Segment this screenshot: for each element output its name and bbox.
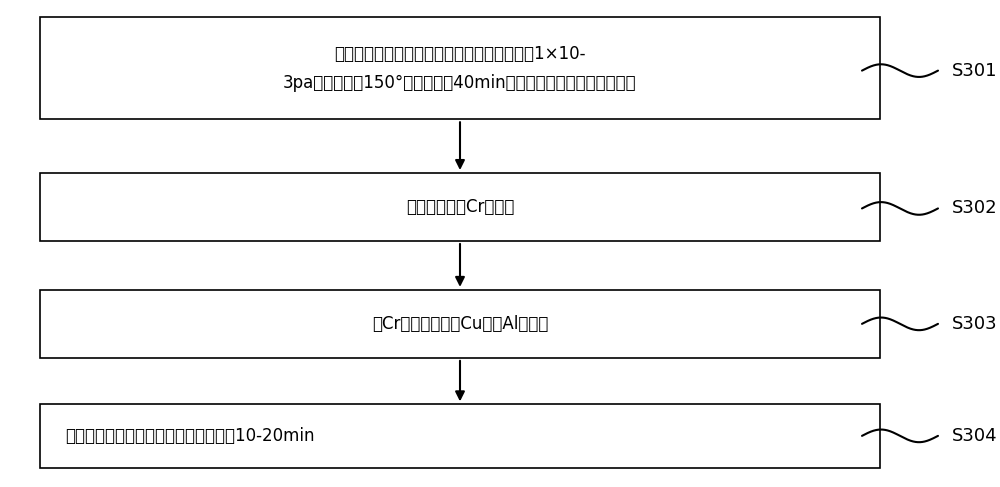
Text: 在基底上沉积Cr粘接层: 在基底上沉积Cr粘接层 xyxy=(406,198,514,216)
Text: S303: S303 xyxy=(952,315,998,333)
Text: 把基底放入真空室后，真空室本底真空度抽至1×10-
3pa，烘烤温度150°，恒温时间40min，等离子体源为考夫曼离子源: 把基底放入真空室后，真空室本底真空度抽至1×10- 3pa，烘烤温度150°，恒… xyxy=(283,45,637,92)
Text: 停止晶控，离子源继续轰击金属膜表面10-20min: 停止晶控，离子源继续轰击金属膜表面10-20min xyxy=(65,427,314,445)
Text: S302: S302 xyxy=(952,200,998,217)
FancyBboxPatch shape xyxy=(40,404,880,468)
FancyBboxPatch shape xyxy=(40,290,880,358)
Text: S304: S304 xyxy=(952,427,998,445)
Text: S301: S301 xyxy=(952,62,998,79)
FancyBboxPatch shape xyxy=(40,17,880,119)
FancyBboxPatch shape xyxy=(40,173,880,241)
Text: 在Cr粘接层上沉积Cu或者Al反射层: 在Cr粘接层上沉积Cu或者Al反射层 xyxy=(372,315,548,333)
